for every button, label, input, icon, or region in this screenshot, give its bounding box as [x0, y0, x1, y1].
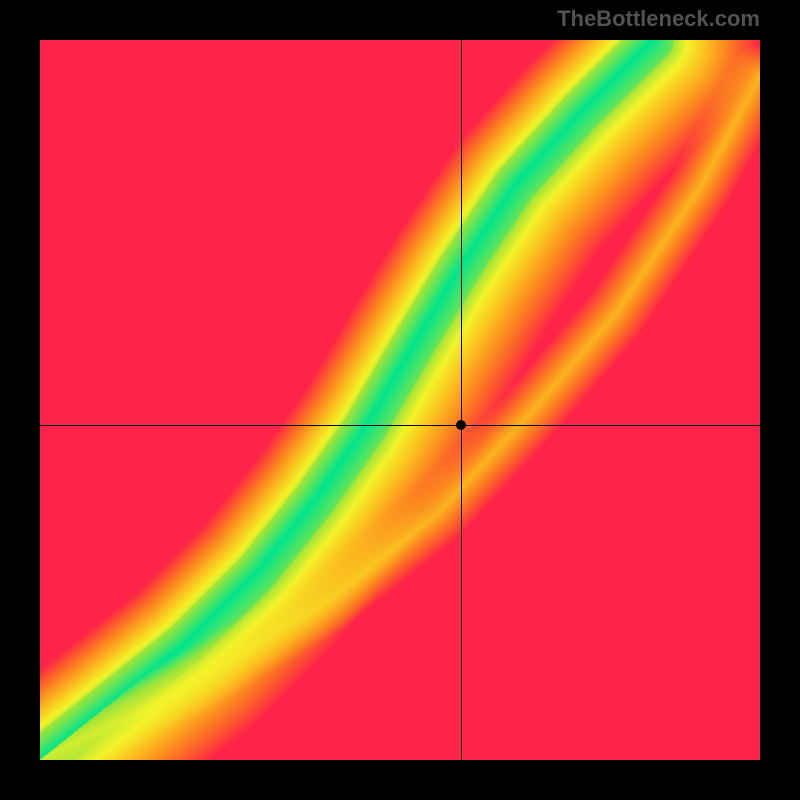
crosshair-horizontal: [40, 425, 760, 426]
chart-frame: TheBottleneck.com: [0, 0, 800, 800]
heatmap-plot-area: [40, 40, 760, 760]
bottleneck-marker-dot: [456, 420, 466, 430]
heatmap-canvas: [40, 40, 760, 760]
crosshair-vertical: [461, 40, 462, 760]
watermark-text: TheBottleneck.com: [557, 6, 760, 32]
